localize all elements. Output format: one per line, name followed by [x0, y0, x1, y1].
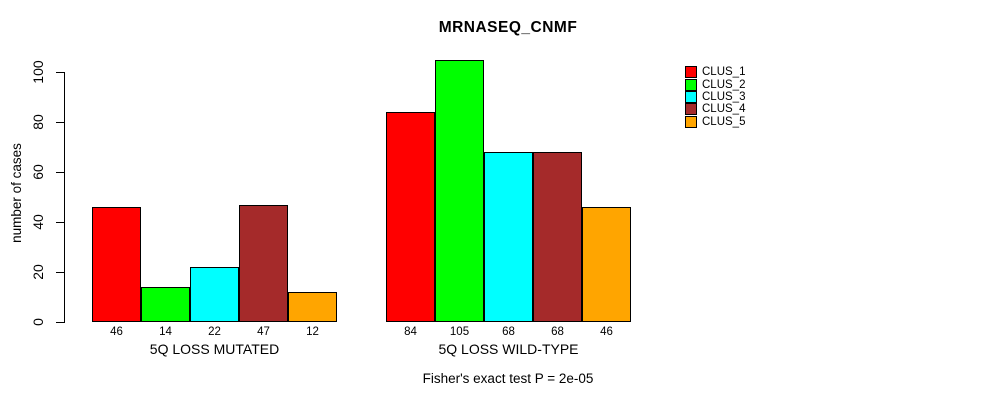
bar-value-label: 68	[502, 326, 515, 338]
bar-value-label: 46	[600, 326, 613, 338]
y-tick-label: 100	[30, 60, 46, 84]
legend-item: CLUS_2	[685, 78, 746, 91]
legend-swatch	[685, 115, 697, 128]
y-tick-mark	[56, 322, 64, 323]
y-tick-mark	[56, 122, 64, 123]
legend: CLUS_1 CLUS_2 CLUS_3 CLUS_4 CLUS_5	[685, 66, 745, 128]
legend-label: CLUS_1	[702, 66, 746, 79]
y-tick-label: 60	[30, 164, 46, 180]
bar-clus_4-1	[239, 204, 288, 322]
bar-clus_3-2	[484, 152, 533, 322]
legend-swatch	[685, 66, 697, 79]
bar-clus_2-2	[435, 59, 484, 322]
bar-clus_1-2	[386, 112, 435, 322]
y-tick-mark	[56, 72, 64, 73]
bar-value-label: 46	[110, 326, 123, 338]
legend-swatch	[685, 90, 697, 103]
y-tick-label: 20	[30, 264, 46, 280]
bar-clus_3-1	[190, 267, 239, 322]
bar-value-label: 12	[306, 326, 319, 338]
x-category-label: 5Q LOSS WILD-TYPE	[438, 341, 579, 357]
legend-label: CLUS_3	[702, 90, 746, 103]
legend-label: CLUS_5	[702, 115, 746, 128]
y-tick-label: 0	[30, 318, 46, 326]
caption: Fisher's exact test P = 2e-05	[422, 371, 594, 386]
y-axis-line	[64, 72, 65, 323]
legend-label: CLUS_2	[702, 78, 746, 91]
bar-value-label: 22	[208, 326, 221, 338]
y-tick-mark	[56, 172, 64, 173]
bar-value-label: 47	[257, 326, 270, 338]
y-tick-mark	[56, 222, 64, 223]
y-tick-label: 40	[30, 214, 46, 230]
bar-clus_2-1	[141, 287, 190, 322]
y-axis-label: number of cases	[9, 143, 24, 243]
y-tick-label: 80	[30, 114, 46, 130]
chart-title: MRNASEQ_CNMF	[438, 19, 578, 36]
bar-clus_5-2	[582, 207, 631, 322]
legend-swatch	[685, 103, 697, 116]
bar-clus_1-1	[92, 207, 141, 322]
x-category-label: 5Q LOSS MUTATED	[149, 341, 280, 357]
legend-item: CLUS_1	[685, 66, 746, 79]
y-tick-mark	[56, 272, 64, 273]
bar-value-label: 14	[159, 326, 172, 338]
legend-item: CLUS_4	[685, 103, 746, 116]
bar-clus_5-1	[288, 292, 337, 322]
bar-value-label: 105	[449, 326, 470, 338]
legend-swatch	[685, 78, 697, 91]
bar-clus_4-2	[533, 152, 582, 322]
bar-value-label: 68	[551, 326, 564, 338]
bar-value-label: 84	[404, 326, 417, 338]
legend-item: CLUS_5	[685, 115, 746, 128]
legend-label: CLUS_4	[702, 103, 746, 116]
legend-item: CLUS_3	[685, 90, 746, 103]
